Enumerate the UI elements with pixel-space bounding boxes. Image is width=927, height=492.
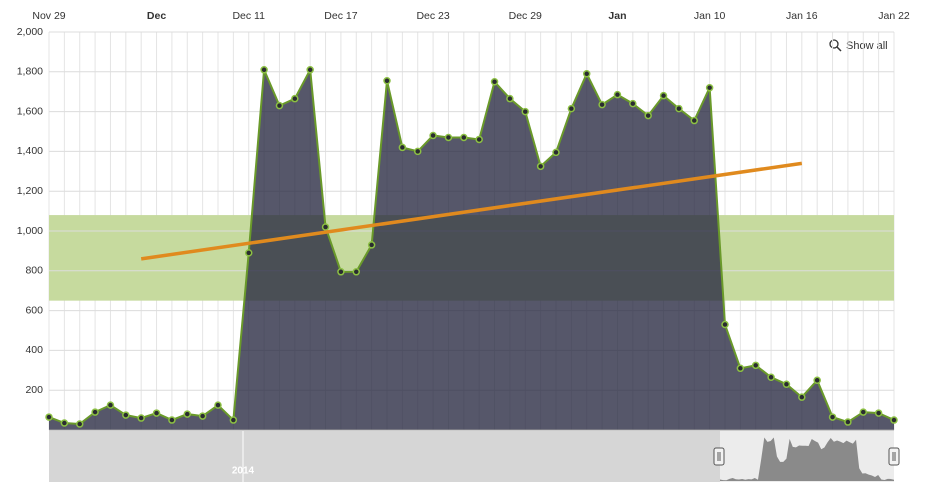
data-point bbox=[613, 90, 622, 99]
data-point bbox=[106, 401, 115, 409]
data-point bbox=[75, 420, 84, 428]
data-point bbox=[444, 133, 453, 142]
data-point bbox=[890, 416, 898, 424]
data-point bbox=[275, 101, 284, 110]
x-tick-label: Dec 17 bbox=[324, 10, 357, 22]
data-point bbox=[659, 91, 668, 100]
x-tick-label: Jan 22 bbox=[878, 10, 910, 22]
data-point bbox=[352, 268, 361, 276]
data-point bbox=[214, 401, 222, 409]
x-tick-label: Jan 10 bbox=[694, 10, 726, 22]
y-tick-label: 400 bbox=[25, 344, 43, 356]
data-point bbox=[767, 373, 775, 382]
data-point bbox=[644, 111, 652, 120]
data-point bbox=[244, 249, 253, 257]
data-point bbox=[398, 143, 407, 152]
data-point bbox=[751, 361, 760, 370]
y-tick-label: 2,000 bbox=[17, 26, 43, 38]
data-point bbox=[229, 416, 238, 424]
navigator-handle[interactable] bbox=[713, 447, 725, 466]
y-tick-label: 1,400 bbox=[17, 145, 43, 157]
data-point bbox=[490, 78, 499, 86]
data-point bbox=[45, 413, 53, 421]
data-point bbox=[874, 409, 883, 417]
data-point bbox=[122, 411, 130, 419]
data-point bbox=[383, 77, 391, 85]
data-point bbox=[260, 66, 268, 74]
data-point bbox=[582, 70, 591, 78]
data-point bbox=[721, 320, 729, 329]
navigator-series bbox=[720, 437, 894, 481]
data-point bbox=[736, 364, 745, 373]
y-tick-label: 600 bbox=[25, 304, 43, 316]
data-point bbox=[91, 408, 99, 416]
data-point bbox=[859, 408, 868, 416]
area-fill bbox=[49, 69, 894, 430]
data-point bbox=[567, 104, 576, 113]
y-tick-label: 1,200 bbox=[17, 185, 43, 197]
data-point bbox=[552, 148, 560, 157]
x-tick-label: Dec 29 bbox=[509, 10, 542, 22]
y-tick-label: 200 bbox=[25, 384, 43, 396]
y-tick-label: 1,800 bbox=[17, 66, 43, 78]
data-point bbox=[675, 104, 683, 113]
data-point bbox=[291, 94, 299, 103]
data-point bbox=[828, 413, 837, 421]
x-tick-label: Dec bbox=[147, 10, 166, 22]
data-point bbox=[690, 116, 699, 125]
data-point bbox=[460, 133, 468, 142]
y-tick-label: 800 bbox=[25, 265, 43, 277]
data-point bbox=[521, 107, 530, 116]
navigator-label: 2014 bbox=[232, 466, 255, 477]
reset-zoom-label[interactable]: Show all bbox=[846, 40, 888, 52]
data-point bbox=[367, 241, 376, 249]
x-tick-label: Nov 29 bbox=[32, 10, 65, 22]
data-point bbox=[844, 418, 852, 426]
data-point bbox=[813, 376, 821, 384]
data-point bbox=[168, 416, 176, 424]
data-point bbox=[413, 147, 422, 156]
data-point bbox=[798, 393, 806, 401]
data-point bbox=[629, 99, 637, 108]
data-point bbox=[183, 410, 192, 418]
data-point bbox=[705, 83, 714, 92]
data-point bbox=[782, 380, 791, 388]
y-tick-label: 1,600 bbox=[17, 105, 43, 117]
data-point bbox=[321, 223, 330, 231]
x-tick-label: Dec 11 bbox=[232, 10, 265, 22]
x-tick-label: Dec 23 bbox=[416, 10, 449, 22]
data-point bbox=[306, 66, 314, 74]
trendline bbox=[140, 161, 803, 261]
x-tick-label: Jan bbox=[608, 10, 626, 22]
data-point bbox=[429, 131, 437, 140]
data-point bbox=[137, 414, 145, 422]
data-point bbox=[598, 100, 606, 109]
data-point bbox=[337, 268, 345, 276]
navigator-handle[interactable] bbox=[888, 447, 900, 466]
reset-zoom-button[interactable]: Show all bbox=[829, 39, 888, 52]
data-point bbox=[198, 412, 207, 420]
data-point bbox=[60, 419, 69, 427]
data-point bbox=[475, 135, 483, 144]
data-point bbox=[506, 94, 514, 103]
x-tick-label: Jan 16 bbox=[786, 10, 818, 22]
data-point bbox=[536, 162, 545, 171]
data-point bbox=[152, 409, 161, 417]
y-tick-label: 1,000 bbox=[17, 225, 43, 237]
